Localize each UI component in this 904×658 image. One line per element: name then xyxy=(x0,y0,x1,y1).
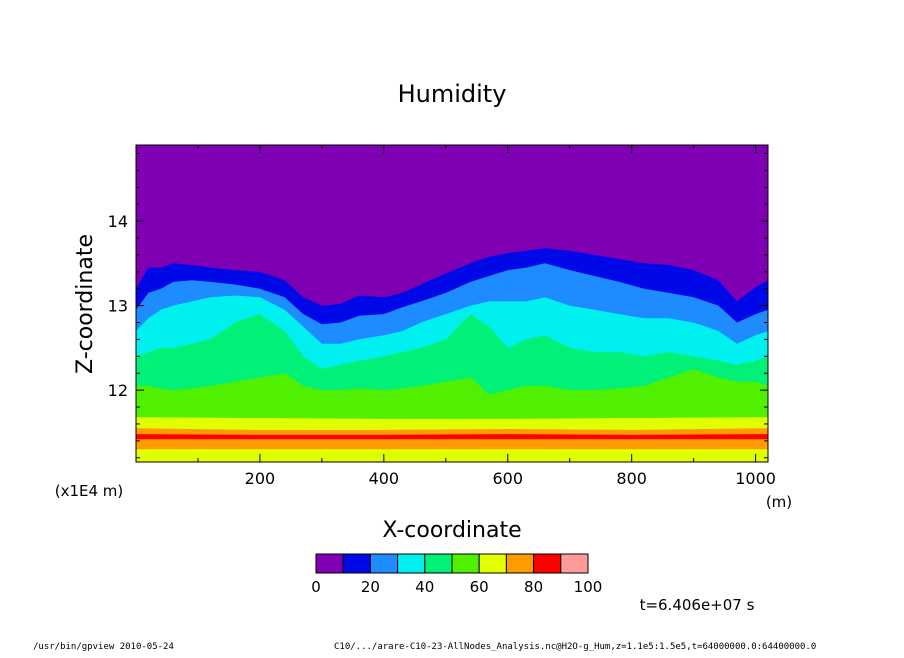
plot-area xyxy=(135,144,769,463)
y-tick-label: 13 xyxy=(108,297,128,316)
y-tick-label: 14 xyxy=(108,212,128,231)
colorbar-tick-label: 80 xyxy=(524,578,543,596)
footer-source: C10/.../arare-C10-23-AllNodes_Analysis.n… xyxy=(334,642,817,652)
y-axis-unit: (x1E4 m) xyxy=(55,482,124,500)
colorbar-tick-label: 20 xyxy=(361,578,380,596)
colorbar-swatch xyxy=(397,553,426,574)
x-tick-label: 600 xyxy=(492,469,523,488)
x-tick-label: 800 xyxy=(616,469,647,488)
x-tick-label: 200 xyxy=(245,469,276,488)
y-axis: 12 13 14 xyxy=(108,152,768,459)
contour-band-60-70-10 xyxy=(136,449,768,462)
colorbar-swatch xyxy=(424,553,453,574)
colorbar-swatch xyxy=(369,553,399,574)
colorbar-swatch xyxy=(315,553,344,574)
colorbar-tick-label: 100 xyxy=(574,578,603,596)
colorbar-swatch xyxy=(451,553,480,574)
x-axis: 200 400 600 800 1000 xyxy=(197,145,776,488)
time-label: t=6.406e+07 s xyxy=(640,596,755,614)
plot-frame xyxy=(135,144,769,463)
footer-command: /usr/bin/gpview 2010-05-24 xyxy=(33,642,174,652)
colorbar-tick-label: 60 xyxy=(470,578,489,596)
colorbar-swatch xyxy=(560,553,589,574)
colorbar-tick-label: 40 xyxy=(415,578,434,596)
colorbar-swatch xyxy=(533,553,562,574)
chart-title: Humidity xyxy=(398,80,507,108)
colorbar-swatch xyxy=(342,553,371,574)
colorbar-swatch xyxy=(478,553,507,574)
y-axis-label: Z-coordinate xyxy=(73,234,98,374)
colorbar-tick-label: 0 xyxy=(311,578,321,596)
x-tick-label: 400 xyxy=(369,469,400,488)
y-tick-label: 12 xyxy=(108,381,128,400)
x-axis-unit: (m) xyxy=(766,493,792,511)
colorbar-swatch xyxy=(505,553,535,574)
x-tick-label: 1000 xyxy=(735,469,776,488)
x-axis-label: X-coordinate xyxy=(382,518,521,543)
colorbar: 0 20 40 60 80 100 xyxy=(311,553,603,596)
contour-fill-group xyxy=(136,145,768,462)
